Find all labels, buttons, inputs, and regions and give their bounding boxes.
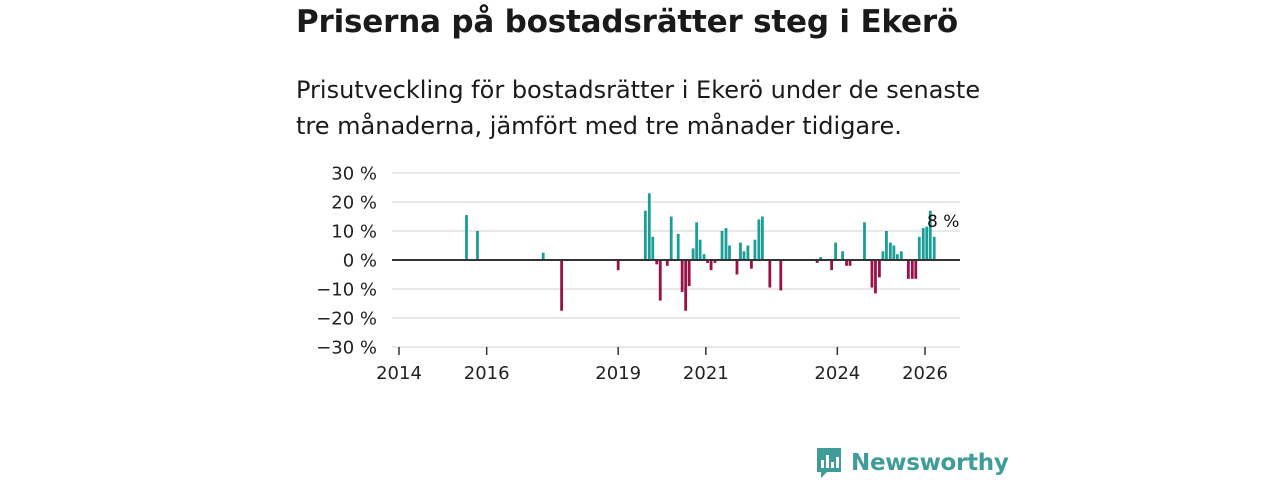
bar-positive <box>753 239 757 260</box>
x-tick-label: 2014 <box>376 363 422 384</box>
bar-negative <box>906 260 910 279</box>
bars <box>465 193 936 311</box>
bar-positive <box>888 242 892 260</box>
bar-positive <box>728 245 731 260</box>
bar-negative <box>709 260 713 271</box>
bar-negative <box>910 260 914 279</box>
bar-positive <box>651 236 655 260</box>
bar-negative <box>713 260 717 263</box>
y-tick-label: −30 % <box>316 338 377 359</box>
bar-negative <box>815 260 819 263</box>
y-tick-label: 30 % <box>331 164 377 185</box>
bar-negative <box>845 260 848 266</box>
bar-positive <box>746 245 750 260</box>
newsworthy-logo: Newsworthy <box>815 446 1009 480</box>
bar-positive <box>691 248 695 260</box>
bar-negative <box>706 260 709 263</box>
bar-positive <box>647 193 651 260</box>
bar-negative <box>848 260 852 266</box>
bar-positive <box>695 222 699 260</box>
x-tick-label: 2024 <box>814 363 860 384</box>
bar-positive <box>928 210 932 260</box>
bar-positive <box>698 239 702 260</box>
bar-positive <box>917 236 921 260</box>
bar-positive <box>724 228 728 260</box>
bar-positive <box>720 231 724 260</box>
bar-positive <box>895 254 899 260</box>
x-tick-label: 2016 <box>464 363 510 384</box>
bar-negative <box>665 260 669 266</box>
bar-positive <box>676 233 680 260</box>
bar-positive <box>760 216 764 260</box>
bar-negative <box>687 260 691 287</box>
bar-positive <box>702 254 706 260</box>
bar-negative <box>658 260 662 301</box>
bar-positive <box>892 245 896 260</box>
bar-positive <box>541 252 545 260</box>
bar-negative <box>684 260 688 311</box>
y-tick-label: 10 % <box>331 222 377 243</box>
y-axis-tick-labels: 30 % 20 % 10 % 0 % −10 % −20 % −30 % <box>316 164 377 359</box>
bar-negative <box>655 260 659 265</box>
bar-negative <box>750 260 753 269</box>
y-tick-label: 20 % <box>331 193 377 214</box>
y-tick-label: −20 % <box>316 309 377 330</box>
bar-negative <box>878 260 881 278</box>
bar-chart: 30 %20 %10 %0 %−10 %−20 %−30 % 2014 2016 2… <box>316 164 960 384</box>
bar-negative <box>735 260 739 275</box>
bar-positive <box>834 242 837 260</box>
bar-positive <box>932 236 936 260</box>
x-axis: 2014 2016 2019 2021 2024 2026 <box>376 347 948 384</box>
bar-negative <box>779 260 783 291</box>
bar-negative <box>680 260 684 292</box>
bar-negative <box>914 260 918 279</box>
bar-negative <box>870 260 874 288</box>
bar-positive <box>757 219 761 260</box>
last-value-label: 8 % <box>927 212 959 232</box>
bar-positive <box>841 251 844 260</box>
bar-negative <box>830 260 834 271</box>
chart-subtitle: Prisutveckling för bostadsrätter i Ekerö… <box>296 76 981 140</box>
bar-positive <box>465 215 468 260</box>
bar-positive <box>476 231 479 260</box>
x-tick-label: 2021 <box>683 363 729 384</box>
bar-negative <box>768 260 772 288</box>
bar-positive <box>885 231 888 260</box>
bar-positive <box>881 251 885 260</box>
bar-negative <box>616 260 620 271</box>
x-tick-label: 2019 <box>595 363 641 384</box>
bar-positive <box>739 242 742 260</box>
grid-lines <box>392 172 960 348</box>
bar-positive <box>899 251 903 260</box>
y-tick-label: −10 % <box>316 280 377 301</box>
bar-positive <box>819 257 823 260</box>
bar-positive <box>921 228 925 260</box>
bar-positive <box>643 210 647 260</box>
bar-negative <box>874 260 877 294</box>
y-tick-label: 0 % <box>343 251 377 272</box>
bar-positive <box>669 216 673 260</box>
logo-text: Newsworthy <box>851 450 1009 476</box>
chart-title: Priserna på bostadsrätter steg i Ekerö <box>296 4 959 40</box>
bar-positive <box>863 222 866 260</box>
bar-positive <box>742 251 746 260</box>
newsworthy-bar-chart-icon <box>817 448 841 478</box>
bar-positive <box>925 226 929 260</box>
x-tick-label: 2026 <box>902 363 948 384</box>
bar-negative <box>560 260 564 311</box>
